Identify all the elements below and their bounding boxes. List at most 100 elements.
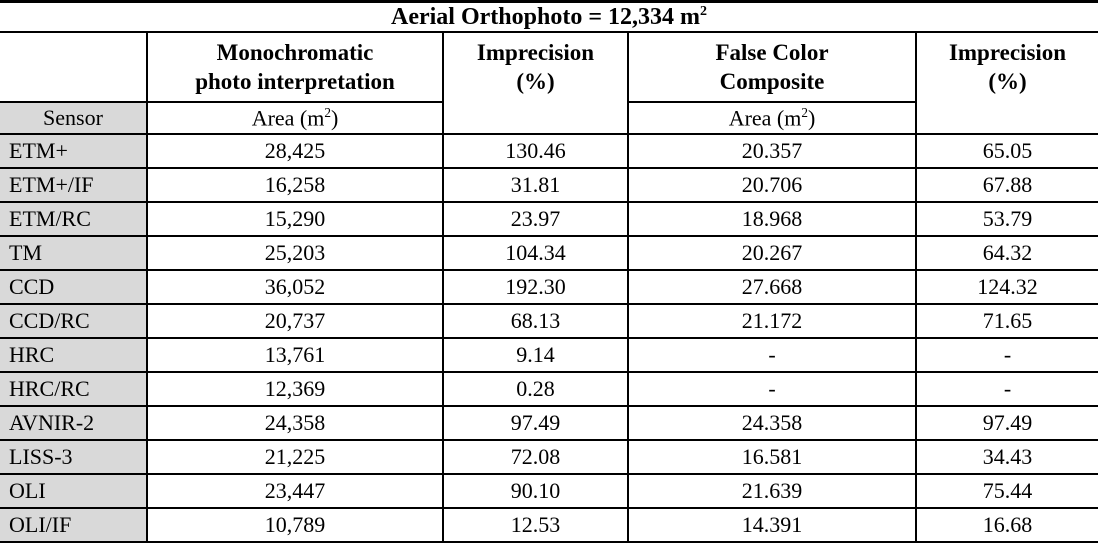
area-label-close: )	[807, 105, 816, 131]
header-row-groups: Monochromatic photo interpretation Impre…	[0, 31, 1098, 135]
fcc-area-cell: 24.358	[627, 405, 917, 441]
fcc-imprecision-cell: 53.79	[914, 201, 1098, 237]
mono-imprecision-cell: 97.49	[442, 405, 629, 441]
col-header-imprecision-fcc-line2: (%)	[988, 68, 1027, 94]
fcc-area-cell: 18.968	[627, 201, 917, 237]
table-row: ETM+ 28,425 130.46 20.357 65.05	[0, 133, 1098, 169]
mono-area-cell: 20,737	[146, 303, 444, 339]
fcc-area-cell: 20.706	[627, 167, 917, 203]
mono-area-cell: 21,225	[146, 439, 444, 475]
header-row-sub: Sensor Area (m2) Area (m2)	[0, 101, 1098, 135]
fcc-area-cell: -	[627, 337, 917, 373]
col-header-monochromatic-line2: photo interpretation	[195, 68, 395, 94]
row-header-sensor: ETM/RC	[0, 201, 148, 237]
mono-imprecision-cell: 192.30	[442, 269, 629, 305]
fcc-imprecision-cell: 64.32	[914, 235, 1098, 271]
row-header-sensor: HRC	[0, 337, 148, 373]
col-header-sensor: Sensor	[0, 101, 148, 135]
title-row: Aerial Orthophoto = 12,334 m2	[0, 1, 1098, 33]
table-title-text: Aerial Orthophoto = 12,334 m	[391, 3, 700, 30]
area-label-superscript: 2	[801, 104, 808, 120]
fcc-imprecision-cell: 16.68	[914, 507, 1098, 543]
table-row: CCD/RC 20,737 68.13 21.172 71.65	[0, 303, 1098, 339]
fcc-imprecision-cell: 124.32	[914, 269, 1098, 305]
fcc-area-cell: 27.668	[627, 269, 917, 305]
row-header-sensor: LISS-3	[0, 439, 148, 475]
fcc-imprecision-cell: 34.43	[914, 439, 1098, 475]
col-subheader-area-fcc: Area (m2)	[627, 101, 917, 135]
mono-area-cell: 15,290	[146, 201, 444, 237]
col-header-false-color: False Color Composite	[627, 31, 917, 103]
table-row: AVNIR-2 24,358 97.49 24.358 97.49	[0, 405, 1098, 441]
area-label-close: )	[330, 105, 339, 131]
mono-imprecision-cell: 68.13	[442, 303, 629, 339]
mono-area-cell: 36,052	[146, 269, 444, 305]
mono-imprecision-cell: 9.14	[442, 337, 629, 373]
mono-imprecision-cell: 90.10	[442, 473, 629, 509]
fcc-area-cell: 16.581	[627, 439, 917, 475]
row-header-sensor: CCD/RC	[0, 303, 148, 339]
col-header-false-color-line1: False Color	[715, 40, 829, 65]
table-row: ETM+/IF 16,258 31.81 20.706 67.88	[0, 167, 1098, 203]
mono-imprecision-cell: 104.34	[442, 235, 629, 271]
area-label-text: Area (m	[728, 105, 802, 131]
col-subheader-area-mono: Area (m2)	[146, 101, 444, 135]
mono-imprecision-cell: 31.81	[442, 167, 629, 203]
area-label-superscript: 2	[324, 104, 331, 120]
table-row: HRC 13,761 9.14 - -	[0, 337, 1098, 373]
mono-area-cell: 28,425	[146, 133, 444, 169]
table-row: OLI/IF 10,789 12.53 14.391 16.68	[0, 507, 1098, 543]
row-header-sensor: TM	[0, 235, 148, 271]
row-header-sensor: HRC/RC	[0, 371, 148, 407]
mono-area-cell: 25,203	[146, 235, 444, 271]
fcc-imprecision-cell: -	[914, 371, 1098, 407]
col-header-imprecision-fcc-line1: Imprecision	[948, 40, 1067, 65]
fcc-imprecision-cell: -	[914, 337, 1098, 373]
mono-imprecision-cell: 72.08	[442, 439, 629, 475]
fcc-area-cell: 21.639	[627, 473, 917, 509]
mono-imprecision-cell: 12.53	[442, 507, 629, 543]
mono-area-cell: 13,761	[146, 337, 444, 373]
col-header-imprecision-fcc: Imprecision (%)	[914, 31, 1098, 135]
table-row: HRC/RC 12,369 0.28 - -	[0, 371, 1098, 407]
mono-area-cell: 10,789	[146, 507, 444, 543]
table-title: Aerial Orthophoto = 12,334 m2	[0, 1, 1098, 33]
col-header-monochromatic: Monochromatic photo interpretation	[146, 31, 444, 103]
fcc-area-cell: 21.172	[627, 303, 917, 339]
fcc-imprecision-cell: 71.65	[914, 303, 1098, 339]
row-header-sensor: AVNIR-2	[0, 405, 148, 441]
mono-imprecision-cell: 130.46	[442, 133, 629, 169]
corner-cell	[0, 31, 148, 103]
fcc-area-cell: 14.391	[627, 507, 917, 543]
table-row: TM 25,203 104.34 20.267 64.32	[0, 235, 1098, 271]
col-header-monochromatic-line1: Monochromatic	[216, 40, 374, 65]
fcc-imprecision-cell: 65.05	[914, 133, 1098, 169]
fcc-area-cell: -	[627, 371, 917, 407]
area-label-text: Area (m	[251, 105, 325, 131]
col-header-imprecision-mono-line2: (%)	[516, 68, 555, 94]
row-header-sensor: ETM+/IF	[0, 167, 148, 203]
mono-area-cell: 24,358	[146, 405, 444, 441]
table-row: LISS-3 21,225 72.08 16.581 34.43	[0, 439, 1098, 475]
mono-area-cell: 12,369	[146, 371, 444, 407]
mono-area-cell: 23,447	[146, 473, 444, 509]
col-header-imprecision-mono-line1: Imprecision	[476, 40, 595, 65]
mono-imprecision-cell: 0.28	[442, 371, 629, 407]
fcc-imprecision-cell: 67.88	[914, 167, 1098, 203]
row-header-sensor: ETM+	[0, 133, 148, 169]
mono-area-cell: 16,258	[146, 167, 444, 203]
fcc-area-cell: 20.267	[627, 235, 917, 271]
fcc-imprecision-cell: 75.44	[914, 473, 1098, 509]
table-row: CCD 36,052 192.30 27.668 124.32	[0, 269, 1098, 305]
fcc-area-cell: 20.357	[627, 133, 917, 169]
table-row: OLI 23,447 90.10 21.639 75.44	[0, 473, 1098, 509]
mono-imprecision-cell: 23.97	[442, 201, 629, 237]
col-header-false-color-line2: Composite	[719, 68, 825, 94]
row-header-sensor: OLI/IF	[0, 507, 148, 543]
table-row: ETM/RC 15,290 23.97 18.968 53.79	[0, 201, 1098, 237]
col-header-imprecision-mono: Imprecision (%)	[442, 31, 629, 135]
row-header-sensor: OLI	[0, 473, 148, 509]
title-superscript: 2	[700, 3, 707, 19]
